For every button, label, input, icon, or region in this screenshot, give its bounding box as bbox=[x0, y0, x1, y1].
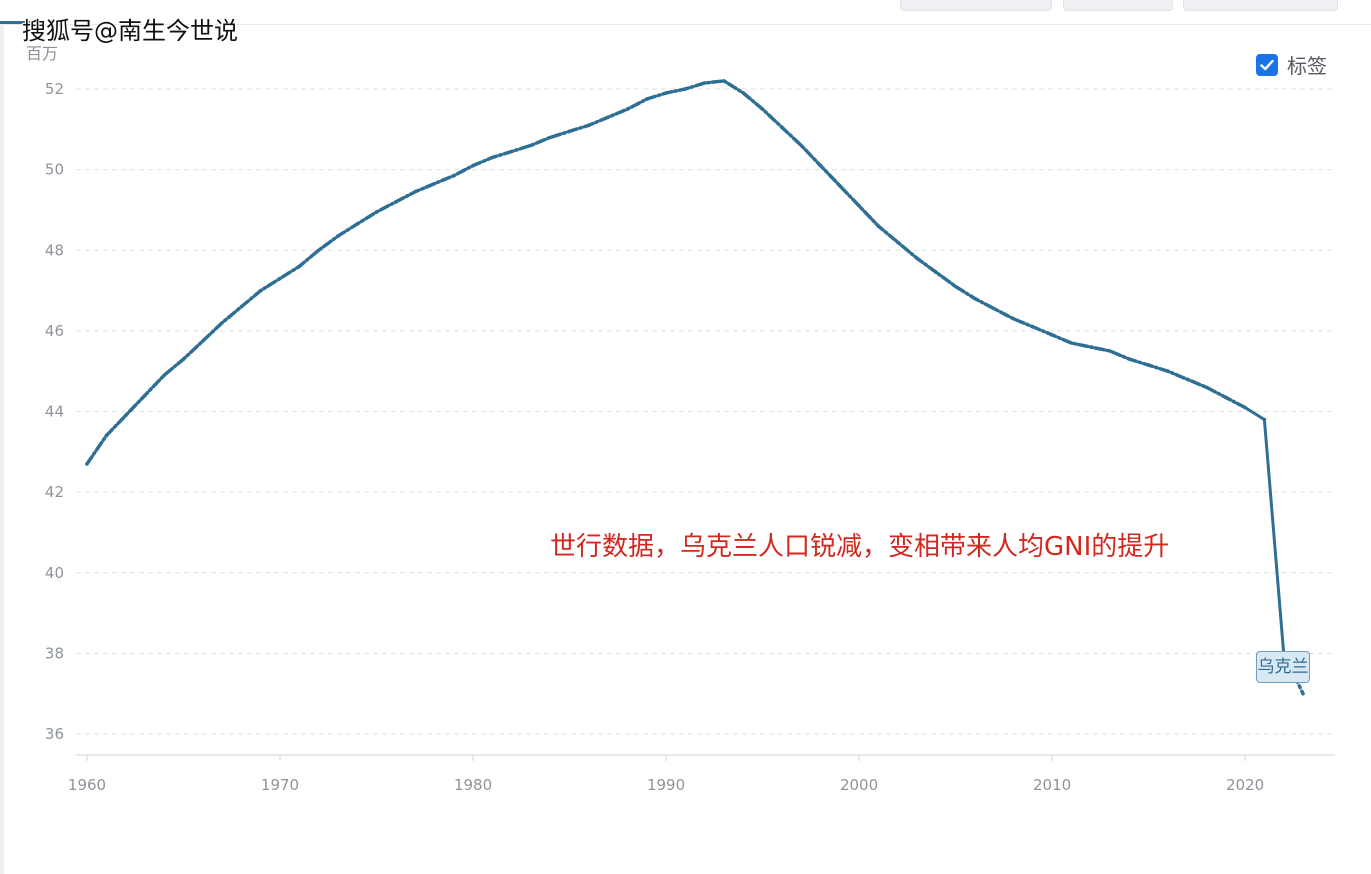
data-point bbox=[1127, 357, 1132, 361]
y-tick-label: 44 bbox=[45, 403, 64, 421]
data-point bbox=[490, 155, 495, 160]
data-point bbox=[471, 163, 475, 168]
checkmark-icon bbox=[1260, 59, 1274, 70]
data-point bbox=[85, 462, 89, 466]
data-point bbox=[895, 240, 900, 244]
y-tick-label: 36 bbox=[45, 725, 64, 743]
x-tick-label: 1960 bbox=[68, 776, 106, 794]
data-point bbox=[1108, 349, 1112, 353]
data-point bbox=[432, 181, 437, 186]
data-point bbox=[1262, 417, 1267, 422]
data-point bbox=[201, 339, 205, 343]
data-point bbox=[529, 143, 533, 148]
x-tick-label: 2000 bbox=[840, 776, 878, 794]
data-point bbox=[1224, 395, 1228, 400]
chart-annotation: 世行数据，乌克兰人口锐减，变相带来人均GNI的提升 bbox=[550, 532, 1170, 562]
data-point bbox=[741, 91, 746, 95]
data-point bbox=[625, 107, 630, 111]
label-toggle[interactable]: 标签 bbox=[1256, 50, 1327, 79]
active-tab-indicator bbox=[0, 21, 30, 24]
data-point bbox=[876, 224, 881, 228]
data-point bbox=[143, 393, 147, 398]
y-axis-unit-label: 百万 bbox=[26, 44, 59, 63]
y-tick-label: 40 bbox=[45, 564, 64, 582]
y-tick-label: 42 bbox=[45, 483, 64, 501]
data-point bbox=[1088, 345, 1093, 349]
data-point bbox=[548, 135, 552, 140]
data-point bbox=[413, 190, 417, 194]
x-tick-label: 1980 bbox=[454, 776, 492, 794]
data-point bbox=[297, 264, 302, 269]
toolbar-button-2[interactable] bbox=[1063, 0, 1173, 11]
data-point bbox=[722, 79, 726, 83]
data-point bbox=[992, 306, 996, 311]
series-layer bbox=[85, 79, 1305, 696]
data-point bbox=[953, 284, 958, 289]
y-tick-label: 38 bbox=[45, 644, 64, 662]
data-point bbox=[239, 304, 244, 309]
series-end-label: 乌克兰 bbox=[1256, 651, 1310, 683]
data-point bbox=[799, 143, 803, 148]
data-point bbox=[1146, 363, 1151, 367]
data-point bbox=[567, 129, 572, 134]
data-point bbox=[1301, 691, 1305, 696]
axes: 36 38 40 42 44 46 48 50 52 1960 1970 1980 1990 2000 20… bbox=[45, 80, 1335, 794]
data-point bbox=[1069, 341, 1074, 345]
label-toggle-text: 标签 bbox=[1287, 54, 1327, 78]
data-point bbox=[1185, 377, 1189, 382]
data-point bbox=[915, 256, 919, 261]
data-point bbox=[780, 125, 784, 130]
data-point bbox=[104, 433, 109, 438]
data-point bbox=[1204, 385, 1209, 390]
data-point bbox=[394, 200, 398, 204]
label-checkbox[interactable] bbox=[1256, 53, 1278, 76]
data-point bbox=[857, 204, 861, 208]
x-tick-label: 1970 bbox=[261, 776, 299, 794]
toolbar-button-1[interactable] bbox=[900, 0, 1052, 11]
watermark-text: 搜狐号@南生今世说 bbox=[22, 17, 238, 45]
data-point bbox=[1011, 317, 1016, 321]
left-border bbox=[0, 24, 4, 874]
data-point bbox=[123, 413, 128, 418]
data-point bbox=[181, 357, 186, 361]
data-point bbox=[644, 97, 649, 101]
grid-lines bbox=[76, 88, 1335, 735]
data-point bbox=[818, 163, 823, 168]
data-point bbox=[258, 288, 263, 293]
data-point bbox=[934, 270, 939, 275]
y-tick-label: 52 bbox=[45, 80, 64, 98]
data-point bbox=[683, 87, 688, 91]
toolbar-button-3[interactable] bbox=[1183, 0, 1338, 11]
data-point bbox=[664, 91, 668, 95]
data-point bbox=[606, 115, 610, 119]
data-point bbox=[838, 183, 842, 188]
data-point bbox=[702, 81, 707, 85]
data-point bbox=[336, 234, 340, 238]
data-point bbox=[1243, 405, 1247, 410]
data-point bbox=[509, 149, 514, 154]
data-point bbox=[587, 123, 591, 128]
x-tick-label: 1990 bbox=[647, 776, 685, 794]
y-tick-label: 50 bbox=[45, 161, 64, 179]
y-tick-label: 46 bbox=[45, 322, 64, 340]
data-point bbox=[973, 296, 977, 301]
data-point bbox=[316, 248, 321, 253]
data-point bbox=[220, 321, 224, 325]
data-point bbox=[278, 276, 282, 281]
x-tick-label: 2010 bbox=[1033, 776, 1071, 794]
x-tick-label: 2020 bbox=[1226, 776, 1264, 794]
data-point bbox=[162, 373, 166, 378]
data-point bbox=[374, 210, 379, 214]
data-point bbox=[760, 107, 765, 111]
series-line-tail bbox=[1243, 406, 1286, 655]
data-point bbox=[1050, 333, 1054, 337]
series-line bbox=[85, 79, 1247, 466]
data-point bbox=[355, 222, 360, 226]
data-point bbox=[1031, 325, 1035, 329]
data-point bbox=[451, 173, 456, 178]
data-point bbox=[1166, 369, 1170, 374]
y-tick-label: 48 bbox=[45, 241, 64, 259]
